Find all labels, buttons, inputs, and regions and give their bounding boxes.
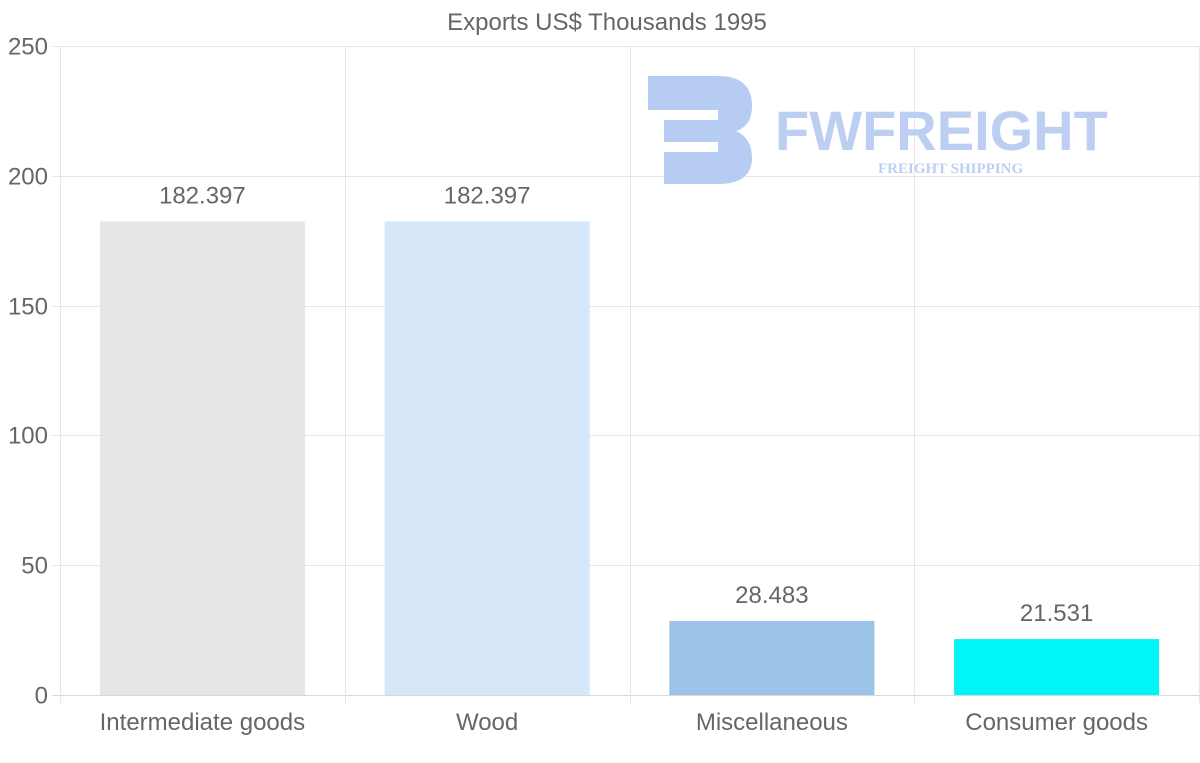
x-tick-label: Miscellaneous (696, 709, 848, 736)
x-tick-label: Consumer goods (965, 709, 1148, 736)
y-tick-label: 50 (21, 553, 48, 580)
data-label: 28.483 (735, 582, 808, 609)
x-tick-label: Wood (456, 709, 518, 736)
data-label: 21.531 (1020, 600, 1093, 627)
chart-title: Exports US$ Thousands 1995 (447, 9, 767, 36)
y-tick-label: 250 (8, 34, 48, 61)
data-label: 182.397 (444, 182, 531, 209)
watermark-tagline: FREIGHT SHIPPING (878, 161, 1023, 177)
bar[interactable] (384, 221, 590, 696)
y-tick-label: 100 (8, 423, 48, 450)
bar[interactable] (669, 621, 875, 695)
x-tick-label: Intermediate goods (100, 709, 305, 736)
data-label: 182.397 (159, 182, 246, 209)
bar[interactable] (99, 221, 305, 696)
y-tick-label: 0 (35, 683, 48, 710)
watermark-brand: FWFREIGHT (775, 99, 1108, 162)
y-tick-label: 150 (8, 294, 48, 321)
data-labels: 182.397 182.397 28.483 21.531 (159, 182, 1093, 627)
y-tick-label: 200 (8, 164, 48, 191)
x-axis: Intermediate goods Wood Miscellaneous Consu… (100, 709, 1148, 736)
y-axis: 0 50 100 150 200 250 (8, 34, 48, 710)
watermark-logo: FWFREIGHT FREIGHT SHIPPING (648, 76, 1108, 184)
bars (99, 221, 1160, 696)
fwfreight-logo-icon (648, 76, 752, 184)
bar[interactable] (954, 639, 1160, 695)
